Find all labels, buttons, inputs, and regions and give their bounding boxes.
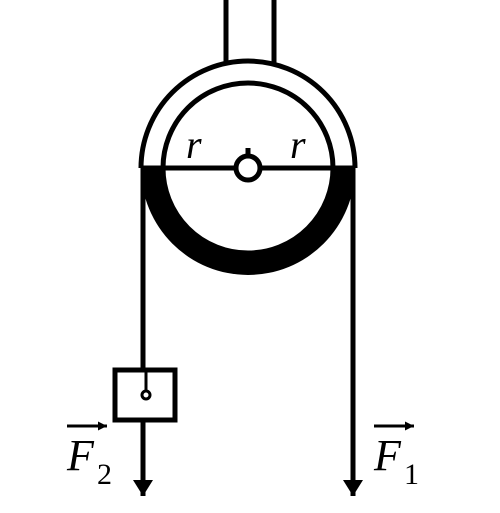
svg-text:F: F	[373, 431, 402, 480]
force-label-f1: F1	[373, 422, 419, 492]
radius-label-left: r	[186, 122, 202, 167]
svg-text:1: 1	[404, 458, 419, 491]
radius-label-right: r	[290, 122, 306, 167]
svg-text:2: 2	[97, 458, 112, 491]
force-label-f2: F2	[66, 422, 112, 492]
svg-text:F: F	[66, 431, 95, 480]
pulley-diagram: rrF1F2	[0, 0, 500, 513]
